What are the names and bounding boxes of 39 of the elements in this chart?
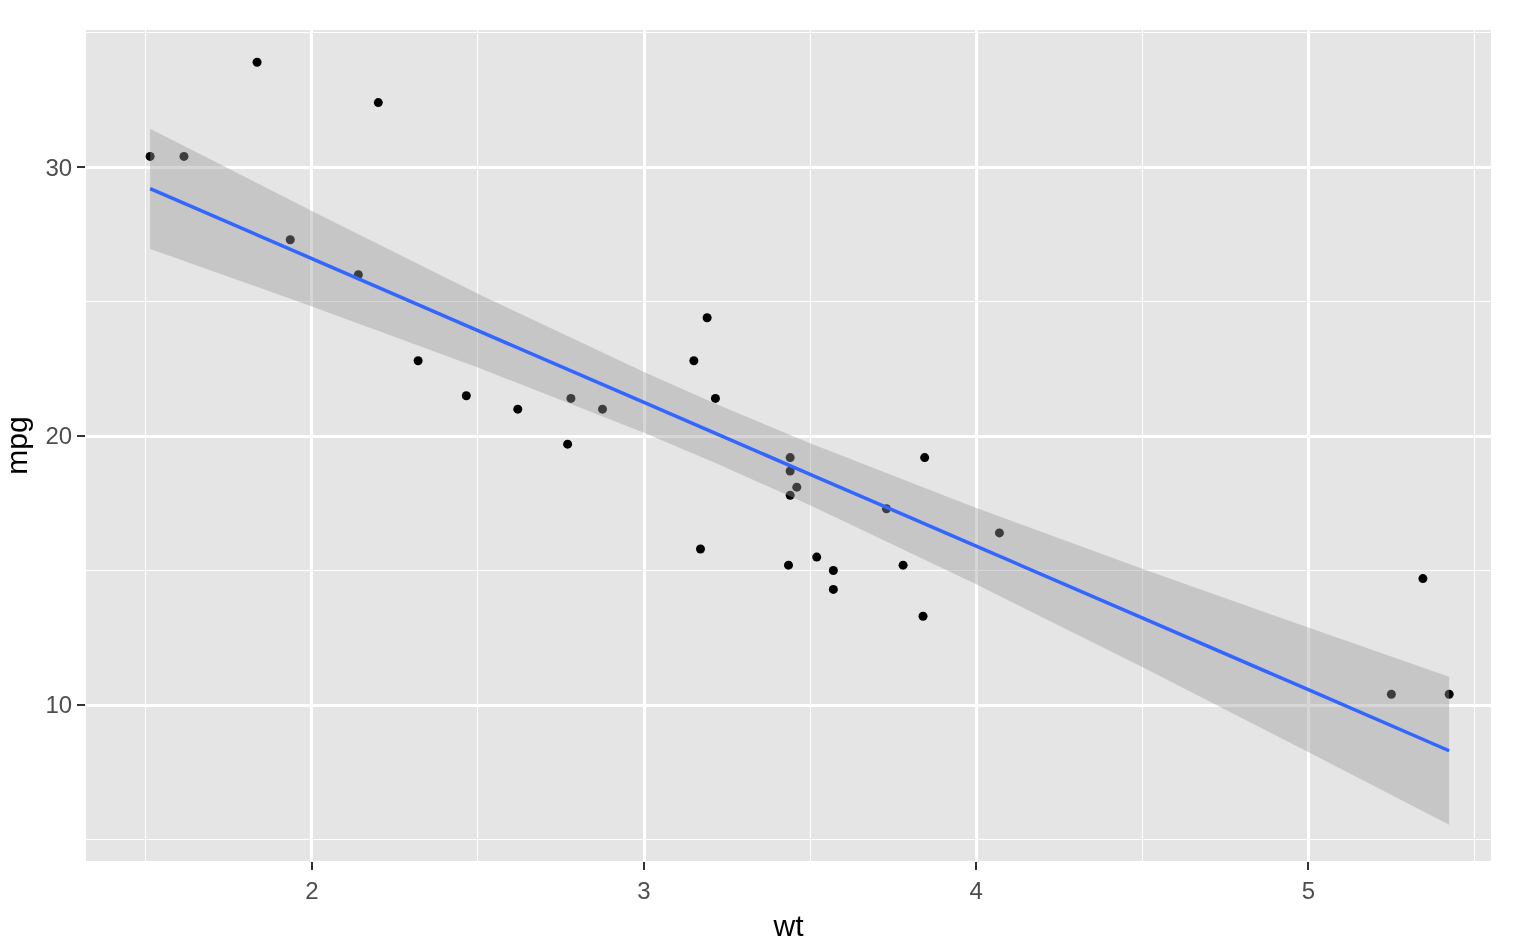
point (566, 393, 576, 403)
point (792, 482, 802, 492)
y-tick-label: 20 (45, 422, 73, 450)
point (179, 151, 189, 161)
point (702, 313, 712, 323)
point (785, 453, 795, 463)
point (1386, 689, 1396, 699)
point (461, 391, 471, 401)
x-axis-title: wt (772, 909, 805, 943)
x-tick-label: 2 (305, 876, 319, 904)
point (828, 584, 838, 594)
x-tick-label: 4 (969, 876, 983, 904)
point (252, 57, 262, 67)
point (373, 98, 383, 108)
point (145, 151, 155, 161)
point (1444, 689, 1454, 699)
line-series (148, 186, 1451, 753)
point (710, 393, 720, 403)
point (918, 611, 928, 621)
point (598, 404, 607, 414)
point (784, 560, 793, 570)
y-tick-label: 10 (45, 691, 73, 719)
point (1418, 574, 1428, 584)
point (994, 528, 1004, 538)
point (563, 439, 573, 449)
point (898, 560, 908, 570)
x-tick-label: 3 (637, 876, 651, 904)
point (785, 490, 795, 500)
point (812, 552, 822, 562)
point (285, 235, 295, 245)
point (513, 404, 523, 414)
point (413, 356, 423, 366)
y-axis-title: mpg (0, 416, 33, 475)
x-tick-label: 5 (1301, 876, 1315, 904)
point (828, 566, 838, 576)
point (689, 356, 699, 366)
point (920, 453, 930, 463)
point (695, 544, 705, 554)
y-tick-label: 30 (45, 153, 73, 181)
